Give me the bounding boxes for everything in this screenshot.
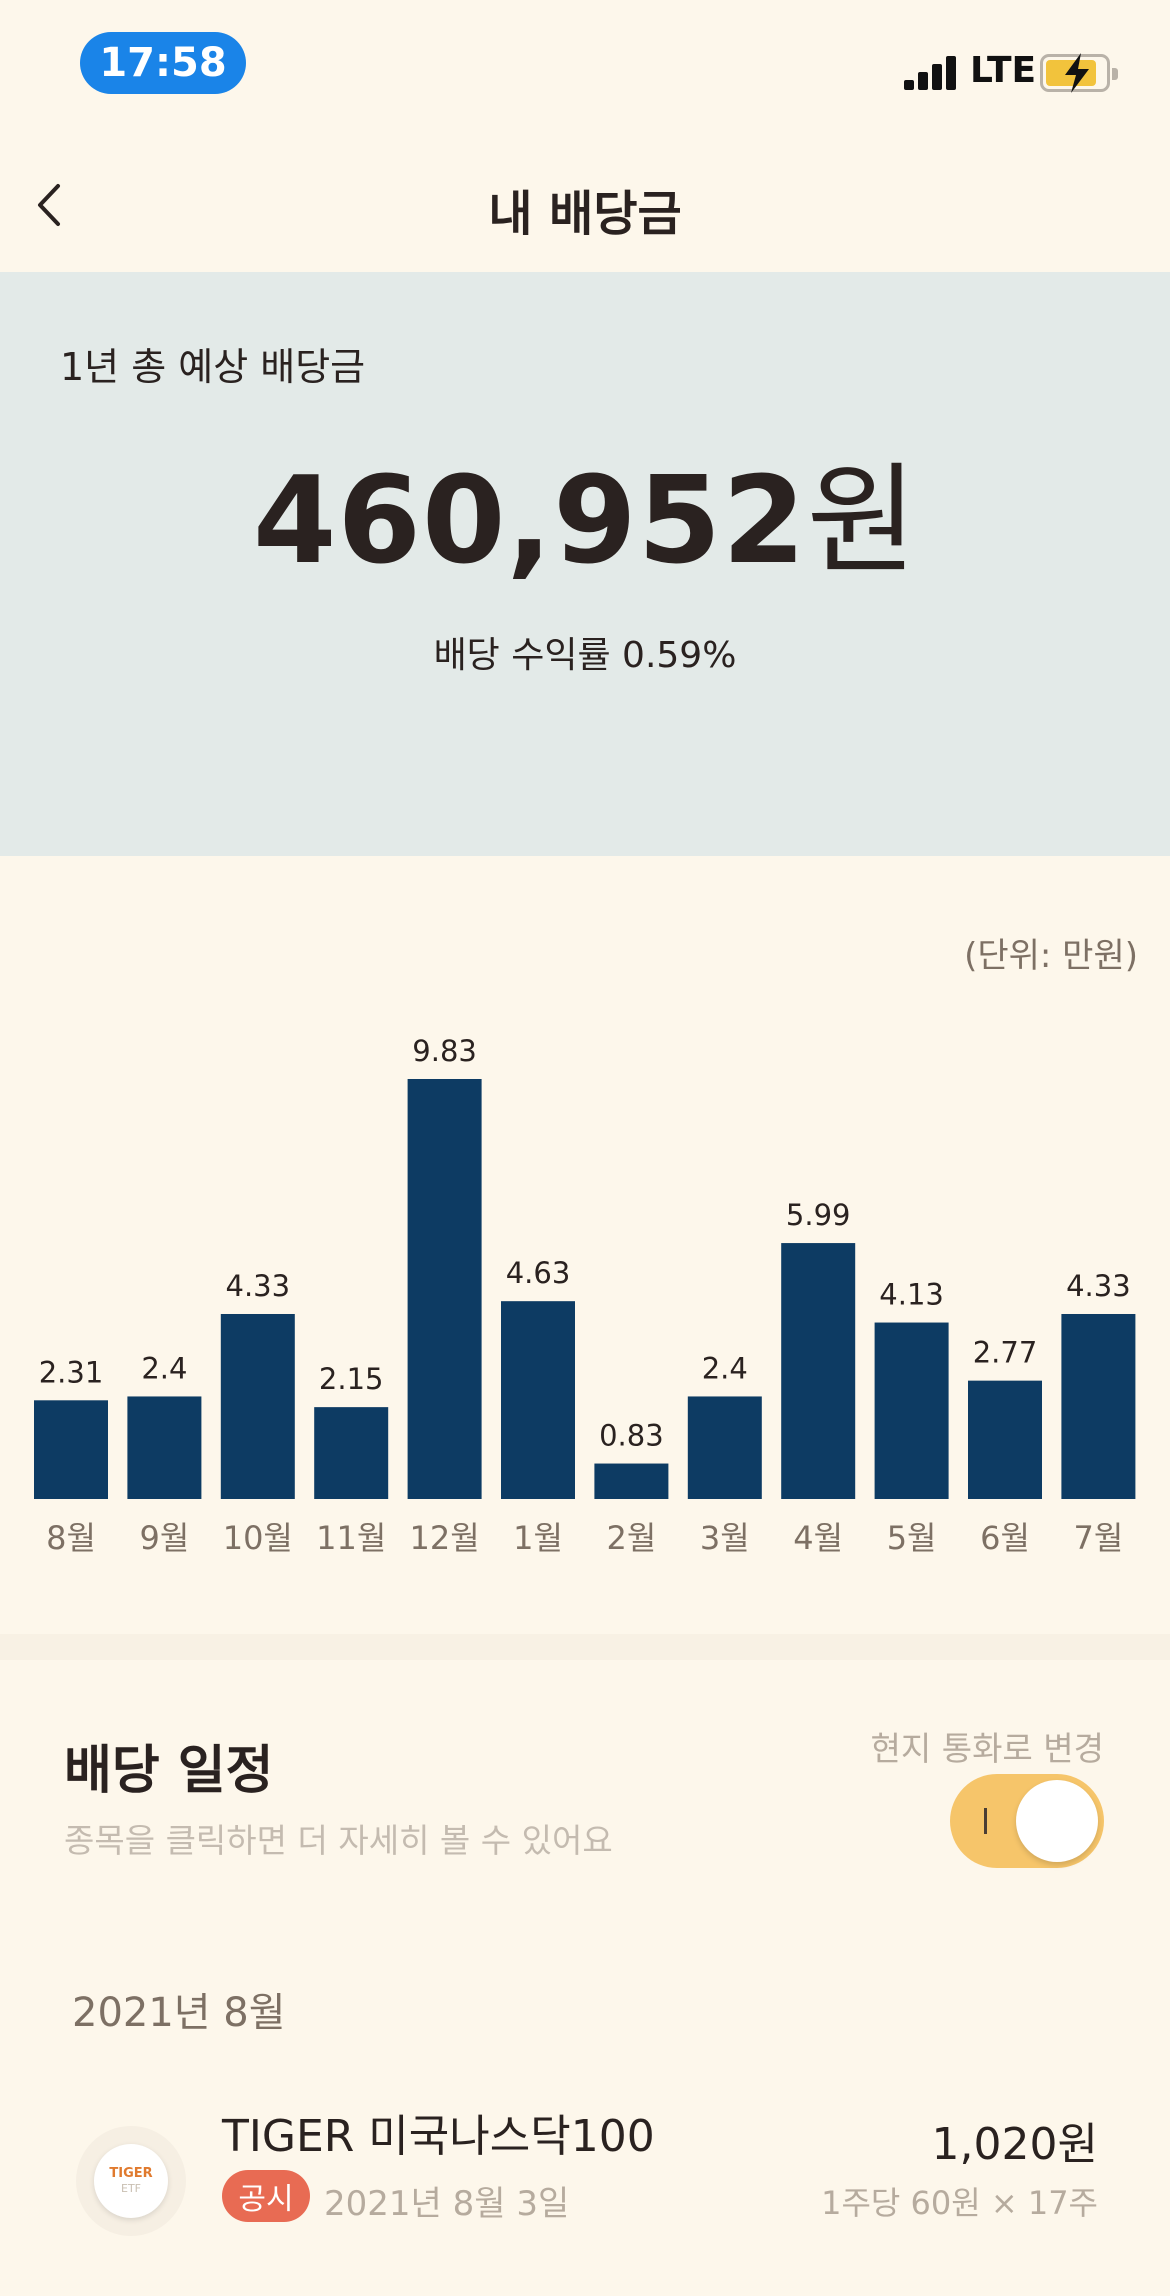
x-tick-label: 1월: [513, 1519, 563, 1557]
stock-logo: TIGER ETF: [76, 2126, 186, 2236]
stock-name: TIGER 미국나스닥100: [222, 2111, 655, 2162]
schedule-subtitle: 종목을 클릭하면 더 자세히 볼 수 있어요: [64, 1821, 613, 1860]
battery-icon: [1040, 53, 1118, 93]
monthly-dividend-chart: (단위: 만원) 2.31 8월 2.4 9월 4.33 10월 2.15 11월 9.83 12…: [0, 856, 1170, 1634]
bar-12월: [407, 1079, 482, 1499]
bar-value-label: 0.83: [599, 1419, 664, 1453]
x-tick-label: 3월: [700, 1519, 750, 1557]
bar-value-label: 2.77: [973, 1336, 1038, 1370]
dividend-list-item[interactable]: TIGER ETF TIGER 미국나스닥100 공시 2021년 8월 3일 …: [0, 2080, 1170, 2240]
bar-6월: [968, 1380, 1042, 1499]
bar-value-label: 5.99: [786, 1198, 851, 1232]
x-tick-label: 2월: [606, 1519, 656, 1557]
bar-value-label: 4.33: [226, 1269, 291, 1303]
section-divider: [0, 1634, 1170, 1660]
schedule-month-header: 2021년 8월: [72, 1990, 286, 2036]
bar-11월: [314, 1407, 389, 1499]
x-tick-label: 5월: [887, 1519, 937, 1557]
status-time: 17:58: [80, 32, 246, 94]
dividend-summary-card: 1년 총 예상 배당금 460,952원 배당 수익률 0.59%: [0, 272, 1170, 856]
status-bar: 17:58 LTE: [0, 0, 1170, 130]
logo-text-bottom: ETF: [121, 2182, 141, 2195]
top-nav: 내 배당금: [0, 150, 1170, 260]
bar-3월: [687, 1396, 762, 1499]
signal-icon: [904, 54, 960, 90]
bar-9월: [127, 1396, 202, 1499]
x-tick-label: 12월: [410, 1519, 480, 1557]
announcement-badge: 공시: [222, 2170, 310, 2222]
bar-7월: [1061, 1313, 1136, 1499]
amount-value: 460,952: [253, 452, 807, 591]
bar-10월: [220, 1313, 295, 1499]
x-tick-label: 8월: [46, 1519, 96, 1557]
x-tick-label: 10월: [223, 1519, 293, 1557]
page-title: 내 배당금: [488, 186, 682, 242]
chart-unit-label: (단위: 만원): [964, 936, 1138, 976]
bar-4월: [781, 1243, 856, 1499]
currency-toggle[interactable]: [950, 1774, 1104, 1868]
dividend-amount: 1,020원: [931, 2119, 1098, 2170]
schedule-title: 배당 일정: [64, 1741, 274, 1801]
bar-2월: [594, 1463, 669, 1499]
bar-5월: [874, 1322, 949, 1499]
x-tick-label: 7월: [1073, 1519, 1123, 1557]
amount-unit: 원: [806, 452, 917, 591]
dividend-detail: 1주당 60원 × 17주: [821, 2184, 1098, 2222]
bar-value-label: 2.4: [702, 1351, 748, 1385]
back-chevron-icon[interactable]: [28, 180, 78, 230]
toggle-on-indicator: [984, 1808, 987, 1834]
bar-value-label: 2.15: [319, 1362, 384, 1396]
bar-value-label: 2.4: [141, 1351, 187, 1385]
bar-1월: [501, 1301, 575, 1499]
toggle-knob: [1016, 1780, 1098, 1862]
x-tick-label: 6월: [980, 1519, 1030, 1557]
dividend-date: 2021년 8월 3일: [324, 2184, 570, 2224]
x-tick-label: 9월: [139, 1519, 189, 1557]
summary-label: 1년 총 예상 배당금: [60, 345, 366, 389]
total-dividend-amount: 460,952원: [0, 462, 1170, 582]
dividend-yield: 배당 수익률 0.59%: [433, 635, 737, 676]
bar-8월: [34, 1400, 108, 1499]
bar-value-label: 4.63: [506, 1256, 571, 1290]
x-tick-label: 4월: [793, 1519, 843, 1557]
network-label: LTE: [970, 50, 1037, 91]
currency-toggle-label: 현지 통화로 변경: [870, 1729, 1105, 1768]
bar-chart: 2.31 8월 2.4 9월 4.33 10월 2.15 11월 9.83 12월 4.63 1월 0.…: [34, 1034, 1136, 1557]
bar-value-label: 4.13: [879, 1278, 944, 1312]
logo-text-top: TIGER: [109, 2166, 153, 2181]
bar-value-label: 9.83: [412, 1034, 477, 1068]
bar-value-label: 4.33: [1066, 1269, 1131, 1303]
charging-bolt-icon: [1065, 53, 1089, 93]
x-tick-label: 11월: [316, 1519, 386, 1557]
bar-value-label: 2.31: [39, 1355, 104, 1389]
